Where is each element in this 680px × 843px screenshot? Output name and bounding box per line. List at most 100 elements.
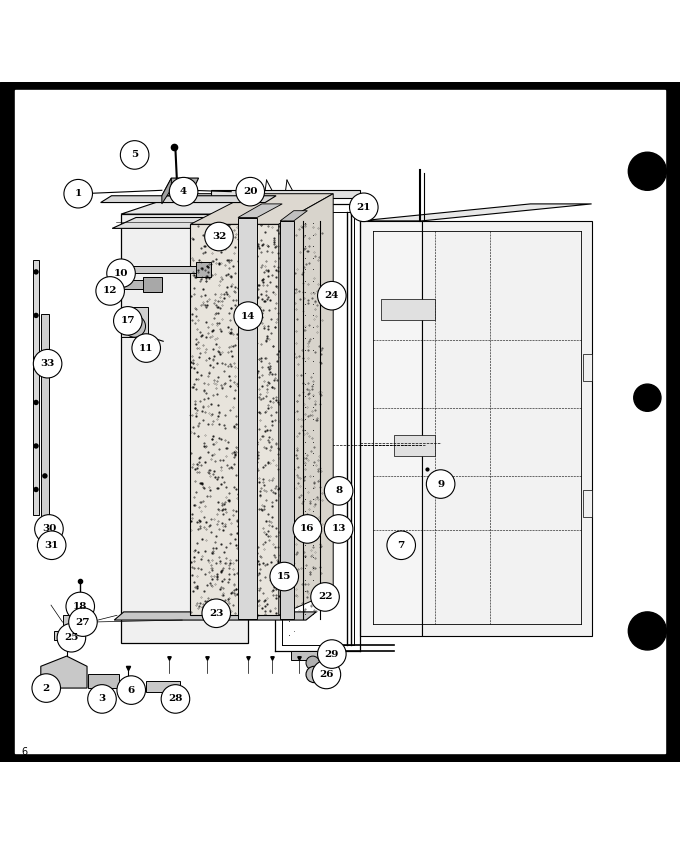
Polygon shape: [238, 217, 257, 619]
Text: 14: 14: [241, 312, 256, 320]
Polygon shape: [112, 217, 306, 228]
Text: 28: 28: [168, 695, 183, 703]
Text: 6: 6: [128, 685, 135, 695]
Circle shape: [88, 685, 116, 713]
Text: 17: 17: [120, 316, 135, 325]
Text: 15: 15: [277, 572, 292, 581]
Circle shape: [33, 269, 39, 275]
Circle shape: [318, 282, 346, 310]
Circle shape: [37, 531, 66, 560]
Polygon shape: [280, 211, 307, 221]
Circle shape: [57, 624, 86, 652]
Polygon shape: [190, 194, 333, 224]
Text: 18: 18: [73, 602, 88, 611]
Polygon shape: [394, 435, 435, 455]
Circle shape: [324, 476, 353, 505]
Circle shape: [33, 313, 39, 318]
Circle shape: [117, 676, 146, 705]
Circle shape: [306, 666, 322, 683]
Circle shape: [234, 302, 262, 330]
Polygon shape: [162, 178, 199, 196]
Polygon shape: [279, 194, 333, 615]
Polygon shape: [583, 353, 592, 381]
Polygon shape: [33, 260, 39, 515]
Polygon shape: [114, 612, 316, 620]
Polygon shape: [360, 204, 592, 221]
Circle shape: [312, 660, 341, 689]
Text: 29: 29: [324, 650, 339, 658]
Circle shape: [628, 612, 666, 650]
Text: 24: 24: [324, 291, 339, 300]
Text: 26: 26: [319, 670, 334, 679]
Circle shape: [96, 277, 124, 305]
Circle shape: [32, 674, 61, 702]
Circle shape: [311, 583, 339, 611]
Polygon shape: [238, 204, 282, 217]
Text: 1: 1: [75, 189, 82, 198]
Text: 6: 6: [22, 748, 28, 757]
Circle shape: [306, 656, 320, 669]
Polygon shape: [101, 196, 276, 202]
Polygon shape: [121, 194, 308, 214]
Text: 3: 3: [99, 695, 105, 703]
Circle shape: [270, 562, 299, 591]
Polygon shape: [146, 681, 180, 692]
Circle shape: [318, 640, 346, 668]
Circle shape: [33, 357, 39, 362]
Text: 23: 23: [209, 609, 224, 618]
Text: 4: 4: [180, 187, 187, 196]
Text: 8: 8: [335, 486, 342, 496]
Circle shape: [236, 177, 265, 206]
Circle shape: [426, 470, 455, 498]
Text: 5: 5: [131, 150, 138, 159]
Circle shape: [107, 259, 135, 287]
Polygon shape: [280, 221, 294, 619]
Circle shape: [33, 349, 62, 378]
Circle shape: [387, 531, 415, 560]
Circle shape: [634, 384, 661, 411]
Polygon shape: [583, 490, 592, 517]
Polygon shape: [110, 280, 150, 289]
Text: 31: 31: [44, 540, 59, 550]
Circle shape: [33, 400, 39, 405]
Polygon shape: [422, 221, 592, 636]
Circle shape: [35, 515, 63, 543]
Polygon shape: [88, 674, 119, 688]
Polygon shape: [63, 615, 88, 629]
Polygon shape: [54, 631, 80, 641]
Circle shape: [202, 599, 231, 627]
Polygon shape: [41, 656, 87, 688]
Polygon shape: [121, 307, 148, 336]
Circle shape: [293, 515, 322, 543]
Circle shape: [324, 515, 353, 543]
Circle shape: [350, 193, 378, 222]
Circle shape: [66, 592, 95, 620]
Circle shape: [161, 685, 190, 713]
Text: 10: 10: [114, 269, 129, 277]
Polygon shape: [190, 224, 279, 615]
Circle shape: [120, 141, 149, 169]
Text: 9: 9: [437, 480, 444, 489]
Polygon shape: [291, 652, 333, 659]
Text: 20: 20: [243, 187, 258, 196]
Circle shape: [33, 443, 39, 448]
Circle shape: [205, 223, 233, 251]
Circle shape: [628, 153, 666, 191]
Text: 16: 16: [300, 524, 315, 534]
Circle shape: [64, 180, 92, 208]
Circle shape: [114, 307, 142, 336]
Polygon shape: [381, 299, 435, 319]
Circle shape: [33, 486, 39, 492]
Text: 33: 33: [41, 359, 54, 368]
Polygon shape: [121, 214, 248, 642]
Polygon shape: [360, 221, 422, 636]
Text: 7: 7: [398, 540, 405, 550]
Circle shape: [132, 334, 160, 362]
Polygon shape: [162, 178, 171, 204]
Circle shape: [42, 473, 48, 479]
Text: 2: 2: [43, 684, 50, 693]
Text: 21: 21: [356, 203, 371, 212]
Polygon shape: [112, 266, 203, 273]
Text: 27: 27: [75, 618, 90, 626]
Circle shape: [169, 177, 198, 206]
